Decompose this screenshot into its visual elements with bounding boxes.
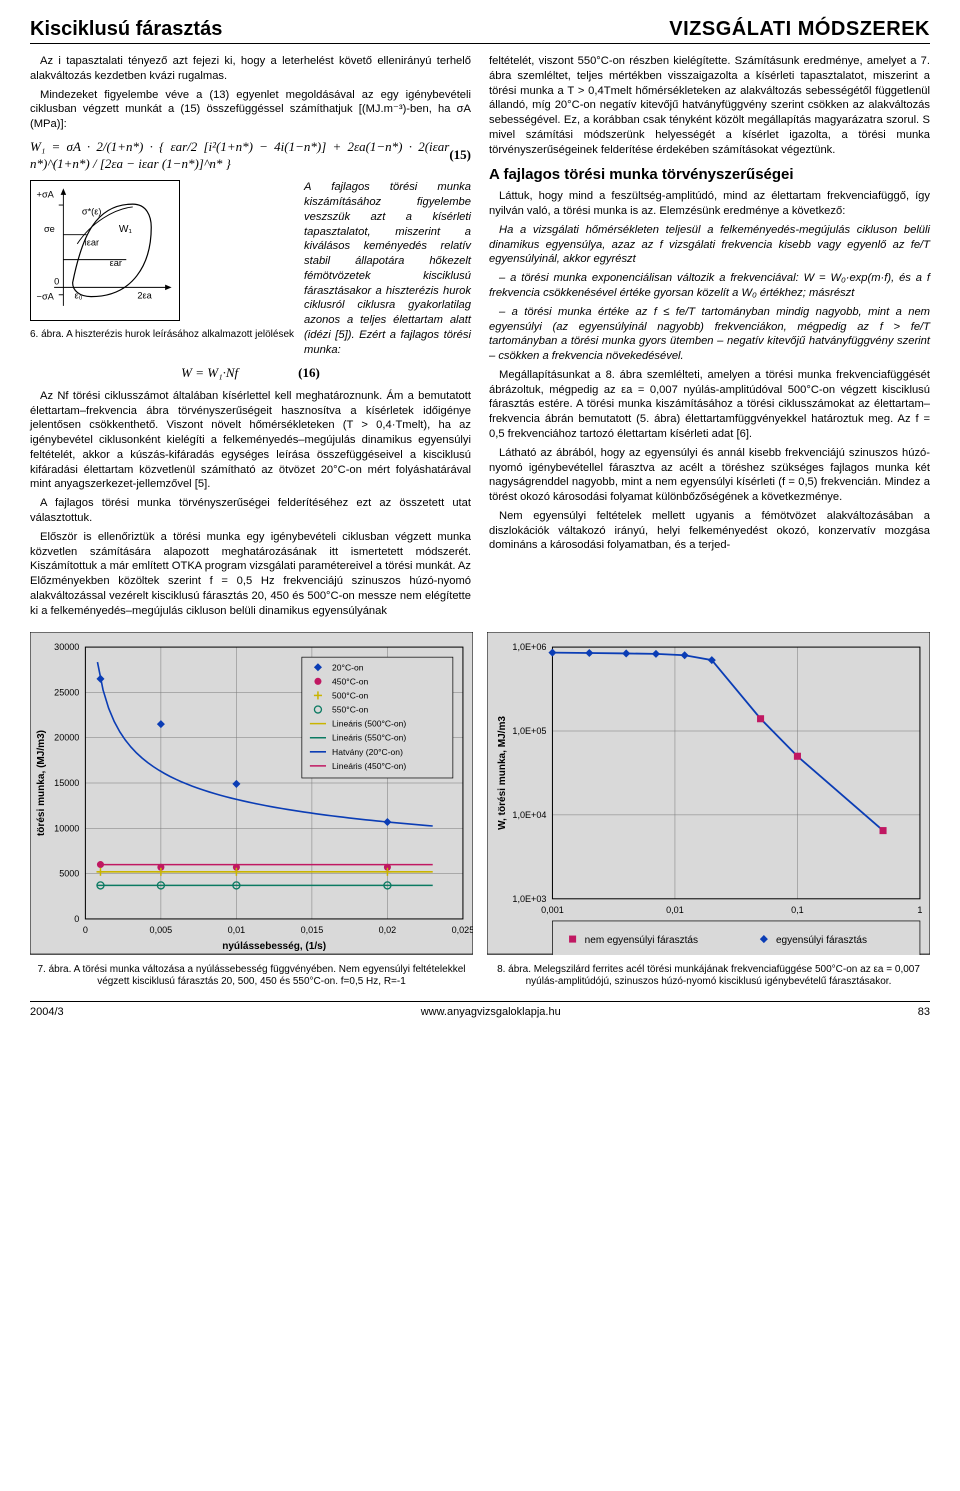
svg-text:Lineáris (550°C-on): Lineáris (550°C-on): [332, 733, 406, 743]
fig6-side-paragraph: A fajlagos törési munka kiszámításához f…: [304, 180, 471, 357]
svg-text:0,001: 0,001: [541, 905, 564, 915]
para: Látható az ábrából, hogy az egyensúlyi é…: [489, 446, 930, 505]
footer: 2004/3 www.anyagvizsgaloklapja.hu 83: [30, 1001, 930, 1018]
fig7-svg: 0 0,005 0,01 0,015 0,02 0,025 0 5000 10000 15000 2…: [30, 632, 473, 954]
svg-text:0: 0: [74, 914, 79, 924]
fig6-label: 2εa: [137, 291, 152, 301]
svg-text:1,0E+06: 1,0E+06: [512, 643, 546, 653]
left-column: Az i tapasztalati tényező azt fejezi ki,…: [30, 54, 471, 622]
fig6-label: −σA: [37, 292, 55, 302]
fig6-label: 0: [54, 277, 59, 287]
svg-text:5000: 5000: [59, 869, 79, 879]
para: Az Nf törési ciklusszámot általában kísé…: [30, 389, 471, 492]
two-column-body: Az i tapasztalati tényező azt fejezi ki,…: [30, 54, 930, 622]
equation-15: W₁ = σA · 2/(1+n*) · { εar/2 [i²(1+n*) −…: [30, 138, 471, 172]
figures-row: 0 0,005 0,01 0,015 0,02 0,025 0 5000 10000 15000 2…: [30, 632, 930, 988]
svg-text:Lineáris (450°C-on): Lineáris (450°C-on): [332, 761, 406, 771]
fig6-label: σ*(ε): [82, 207, 102, 217]
fig8-caption: 8. ábra. Melegszilárd ferrites acél töré…: [487, 964, 930, 989]
header-bar: Kisciklusú fárasztás VIZSGÁLATI MÓDSZERE…: [30, 18, 930, 44]
svg-text:1: 1: [917, 905, 922, 915]
svg-text:20°C-on: 20°C-on: [332, 663, 364, 673]
svg-text:500°C-on: 500°C-on: [332, 691, 368, 701]
svg-text:10000: 10000: [54, 824, 79, 834]
footer-left: 2004/3: [30, 1006, 64, 1018]
equation-text: W = W₁·Nf: [181, 364, 238, 381]
fig6-label: iεar: [85, 238, 99, 248]
svg-text:550°C-on: 550°C-on: [332, 705, 368, 715]
fig7-caption: 7. ábra. A törési munka változása a nyúl…: [30, 964, 473, 989]
header-left: Kisciklusú fárasztás: [30, 18, 222, 41]
svg-text:W, törési munka, MJ/m3: W, törési munka, MJ/m3: [497, 716, 508, 830]
svg-text:15000: 15000: [54, 779, 79, 789]
para: Nem egyensúlyi feltételek mellett ugyani…: [489, 509, 930, 553]
fig6-svg: W₁ +σA −σA 0 ε₀ 2εa σ*(ε) σe iεar εar: [30, 180, 180, 321]
header-right: VIZSGÁLATI MÓDSZEREK: [669, 18, 930, 41]
equation-text: W₁ = σA · 2/(1+n*) · { εar/2 [i²(1+n*) −…: [30, 138, 449, 172]
svg-text:0,01: 0,01: [228, 925, 246, 935]
para: Láttuk, hogy mind a feszültség-amplitúdó…: [489, 189, 930, 219]
svg-text:1,0E+04: 1,0E+04: [512, 810, 546, 820]
svg-text:0,02: 0,02: [379, 925, 397, 935]
svg-text:0,01: 0,01: [666, 905, 684, 915]
footer-center: www.anyagvizsgaloklapja.hu: [421, 1006, 561, 1018]
fig6-container: W₁ +σA −σA 0 ε₀ 2εa σ*(ε) σe iεar εar: [30, 180, 294, 341]
svg-text:30000: 30000: [54, 643, 79, 653]
svg-text:0: 0: [83, 925, 88, 935]
equation-number: (15): [449, 146, 471, 163]
para: – a törési munka értéke az f ≤ fe/T tart…: [489, 305, 930, 364]
svg-text:1,0E+03: 1,0E+03: [512, 894, 546, 904]
fig6-label: ε₀: [74, 291, 82, 301]
section-heading: A fajlagos törési munka törvényszerűsége…: [489, 165, 930, 185]
fig6-label: +σA: [37, 190, 55, 200]
svg-text:0,005: 0,005: [150, 925, 173, 935]
fig8-block: 0,001 0,01 0,1 1 1,0E+03 1,0E+04 1,0E+05 1,0E+0…: [487, 632, 930, 988]
equation-number: (16): [298, 364, 320, 381]
fig8-svg: 0,001 0,01 0,1 1 1,0E+03 1,0E+04 1,0E+05 1,0E+0…: [487, 632, 930, 954]
right-column: feltételét, viszont 550°C-on részben kie…: [489, 54, 930, 622]
svg-text:nem egyensúlyi fárasztás: nem egyensúlyi fárasztás: [585, 936, 698, 947]
page-root: Kisciklusú fárasztás VIZSGÁLATI MÓDSZERE…: [0, 0, 960, 1028]
svg-text:0,1: 0,1: [791, 905, 804, 915]
para: A fajlagos törési munka törvényszerűsége…: [30, 496, 471, 526]
fig6-label-w1: W₁: [119, 224, 133, 235]
svg-text:egyensúlyi fárasztás: egyensúlyi fárasztás: [776, 936, 867, 947]
svg-text:0,025: 0,025: [452, 925, 473, 935]
svg-text:20000: 20000: [54, 733, 79, 743]
fig7-block: 0 0,005 0,01 0,015 0,02 0,025 0 5000 10000 15000 2…: [30, 632, 473, 988]
para: Ha a vizsgálati hőmérsékleten teljesül a…: [489, 223, 930, 267]
fig6-caption: 6. ábra. A hiszterézis hurok leírásához …: [30, 328, 294, 341]
para: Megállapításunkat a 8. ábra szemlélteti,…: [489, 368, 930, 442]
equation-16: W = W₁·Nf (16): [30, 364, 471, 381]
svg-text:25000: 25000: [54, 688, 79, 698]
para: Az i tapasztalati tényező azt fejezi ki,…: [30, 54, 471, 84]
svg-text:törési munka, (MJ/m3): törési munka, (MJ/m3): [36, 730, 47, 836]
svg-text:1,0E+05: 1,0E+05: [512, 726, 546, 736]
fig6-label: σe: [44, 224, 55, 234]
svg-text:nyúlássebesség, (1/s): nyúlássebesség, (1/s): [222, 942, 326, 953]
footer-right: 83: [918, 1006, 930, 1018]
fig6-block: W₁ +σA −σA 0 ε₀ 2εa σ*(ε) σe iεar εar: [30, 180, 471, 357]
para: Mindezeket figyelembe véve a (13) egyenl…: [30, 88, 471, 132]
svg-text:450°C-on: 450°C-on: [332, 677, 368, 687]
svg-text:Lineáris (500°C-on): Lineáris (500°C-on): [332, 719, 406, 729]
para: – a törési munka exponenciálisan változi…: [489, 271, 930, 301]
para: Először is ellenőriztük a törési munka e…: [30, 530, 471, 619]
svg-text:Hatvány (20°C-on): Hatvány (20°C-on): [332, 747, 403, 757]
para: feltételét, viszont 550°C-on részben kie…: [489, 54, 930, 157]
svg-text:0,015: 0,015: [301, 925, 324, 935]
